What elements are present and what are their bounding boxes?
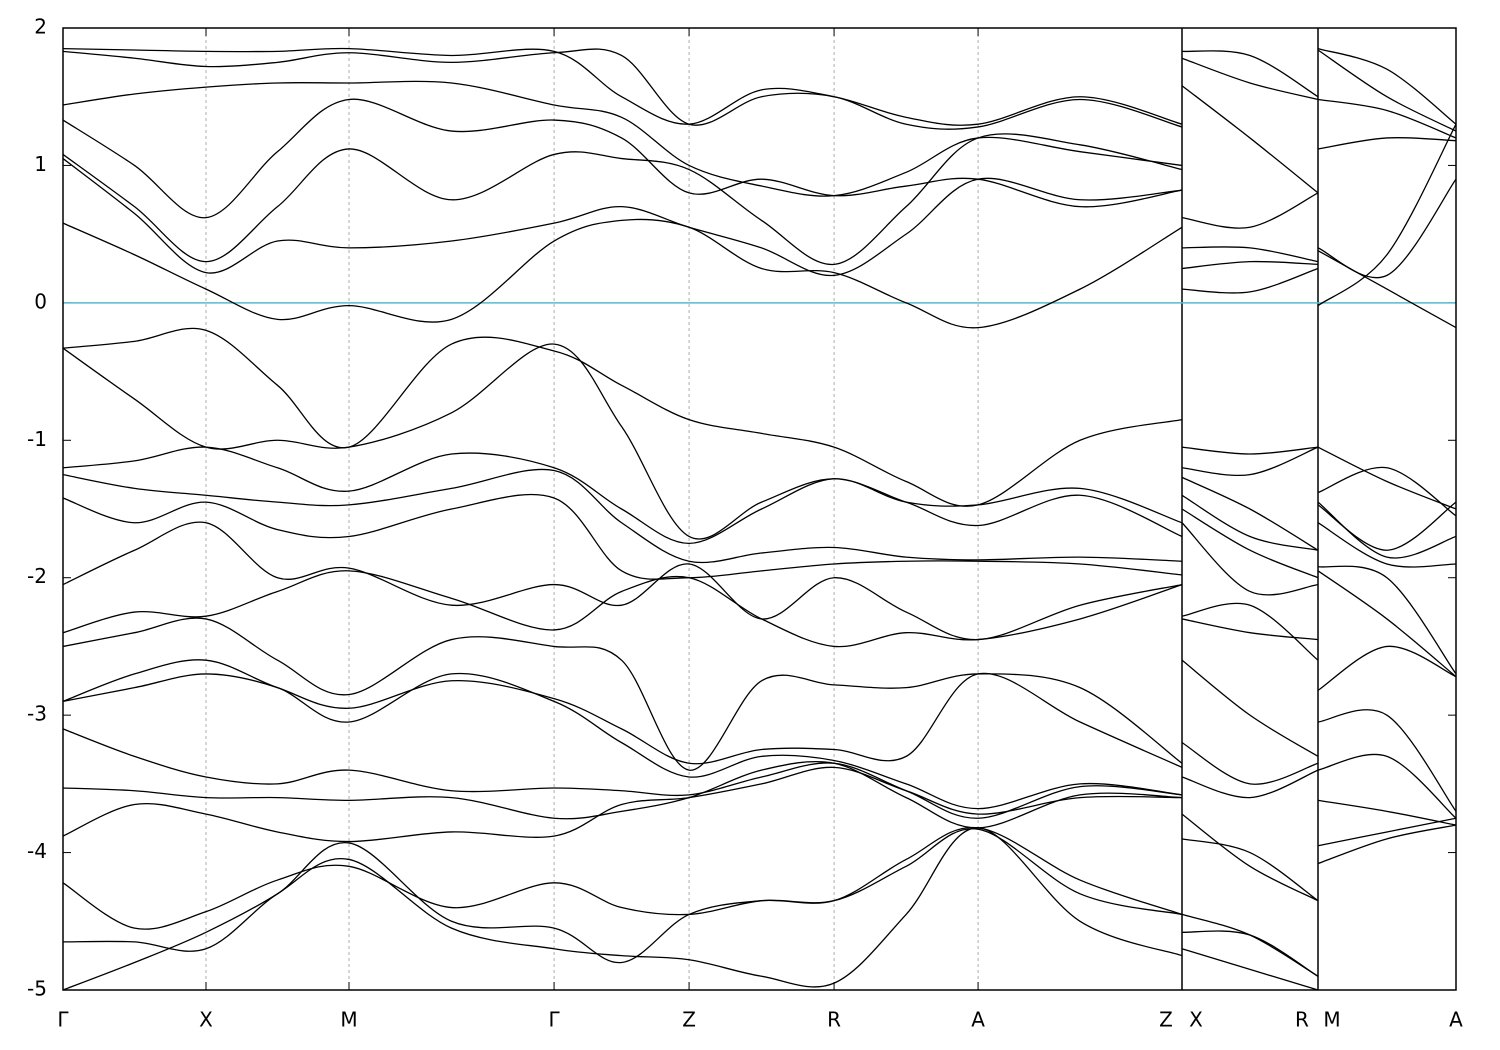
y-tick-label: -2 <box>27 564 47 588</box>
band <box>63 468 1456 564</box>
band <box>63 672 1456 819</box>
band <box>63 48 1456 132</box>
x-tick-label: A <box>1449 1008 1463 1032</box>
y-tick-label: 2 <box>34 15 47 39</box>
band <box>63 446 1456 551</box>
plot-frame <box>62 27 1457 991</box>
x-tick-label: Γ <box>548 1008 560 1032</box>
x-tick-label: X <box>1189 1008 1203 1032</box>
band <box>63 158 1456 329</box>
band <box>63 827 1319 990</box>
x-tick-label: M <box>340 1008 357 1032</box>
y-tick-label: -5 <box>27 977 47 1001</box>
band <box>63 521 1456 675</box>
band <box>63 570 1456 678</box>
x-tick-label: X <box>199 1008 213 1032</box>
x-tick-label: M <box>1323 1008 1340 1032</box>
band <box>63 47 1456 126</box>
band <box>63 98 1456 229</box>
band <box>63 133 1456 279</box>
band <box>63 828 1319 990</box>
x-tick-label: R <box>1295 1008 1309 1032</box>
y-tick-label: -1 <box>27 427 47 451</box>
y-tick-label: 0 <box>34 289 47 313</box>
band <box>63 123 1456 329</box>
band <box>63 343 1456 540</box>
band <box>63 826 1319 977</box>
x-tick-label: Z <box>1159 1008 1173 1032</box>
x-tick-label: Γ <box>57 1008 69 1032</box>
x-tick-label: Z <box>682 1008 696 1032</box>
band <box>63 493 1456 580</box>
band <box>63 617 1456 771</box>
band <box>63 659 1456 812</box>
x-tick-label: R <box>827 1008 841 1032</box>
y-tick-label: 1 <box>34 152 47 176</box>
x-tick-label: A <box>971 1008 985 1032</box>
band <box>63 327 1456 510</box>
y-tick-label: -3 <box>27 702 47 726</box>
band <box>63 728 1456 826</box>
band <box>63 766 1456 902</box>
y-tick-label: -4 <box>27 839 47 863</box>
